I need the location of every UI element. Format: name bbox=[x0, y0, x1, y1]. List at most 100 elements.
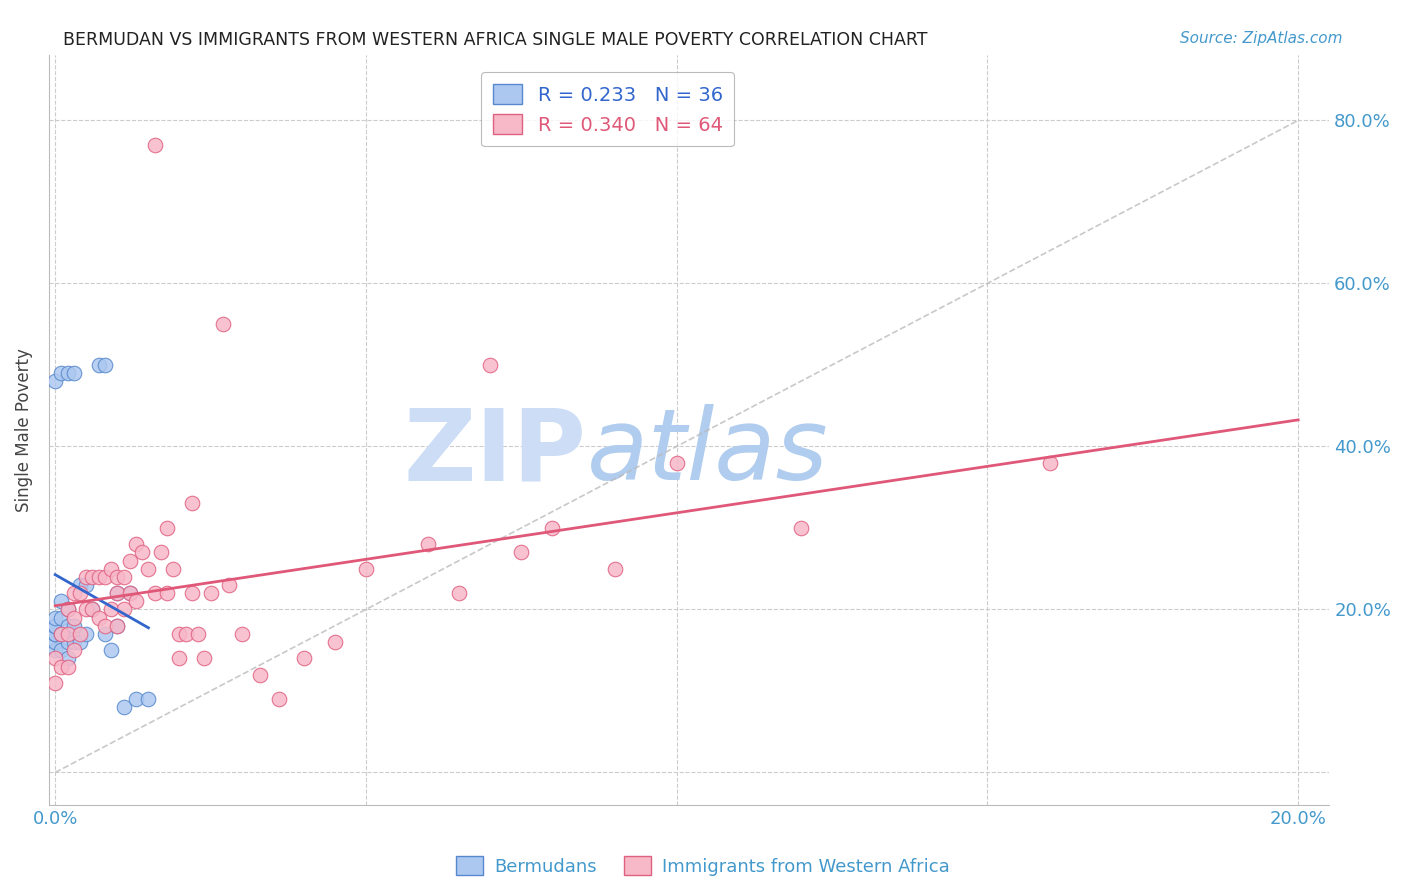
Point bbox=[82, 602, 104, 616]
Point bbox=[354, 562, 377, 576]
Point bbox=[149, 545, 172, 559]
Point bbox=[267, 692, 290, 706]
Point bbox=[75, 578, 97, 592]
Point bbox=[118, 586, 141, 600]
Point bbox=[138, 692, 160, 706]
Point bbox=[51, 366, 73, 380]
Point bbox=[603, 562, 626, 576]
Point bbox=[75, 627, 97, 641]
Point bbox=[665, 456, 688, 470]
Point bbox=[56, 651, 79, 665]
Legend: R = 0.233   N = 36, R = 0.340   N = 64: R = 0.233 N = 36, R = 0.340 N = 64 bbox=[481, 72, 734, 146]
Point bbox=[169, 627, 191, 641]
Point bbox=[63, 586, 86, 600]
Point bbox=[51, 594, 73, 608]
Point bbox=[44, 643, 66, 657]
Point bbox=[118, 553, 141, 567]
Point bbox=[63, 610, 86, 624]
Point bbox=[56, 627, 79, 641]
Point bbox=[112, 700, 135, 714]
Point bbox=[510, 545, 533, 559]
Point bbox=[82, 602, 104, 616]
Point bbox=[56, 602, 79, 616]
Text: BERMUDAN VS IMMIGRANTS FROM WESTERN AFRICA SINGLE MALE POVERTY CORRELATION CHART: BERMUDAN VS IMMIGRANTS FROM WESTERN AFRI… bbox=[63, 31, 928, 49]
Point bbox=[100, 602, 122, 616]
Y-axis label: Single Male Poverty: Single Male Poverty bbox=[15, 348, 32, 512]
Point bbox=[51, 643, 73, 657]
Point bbox=[218, 578, 240, 592]
Point bbox=[63, 635, 86, 649]
Point bbox=[69, 635, 91, 649]
Point bbox=[323, 635, 346, 649]
Text: atlas: atlas bbox=[586, 404, 828, 501]
Point bbox=[156, 521, 179, 535]
Point bbox=[479, 358, 502, 372]
Point bbox=[112, 570, 135, 584]
Point bbox=[105, 619, 128, 633]
Point bbox=[63, 619, 86, 633]
Point bbox=[790, 521, 813, 535]
Point bbox=[94, 570, 117, 584]
Point bbox=[87, 358, 110, 372]
Text: Source: ZipAtlas.com: Source: ZipAtlas.com bbox=[1180, 31, 1343, 46]
Point bbox=[162, 562, 184, 576]
Point bbox=[416, 537, 439, 551]
Point bbox=[56, 659, 79, 673]
Point bbox=[69, 586, 91, 600]
Point bbox=[82, 570, 104, 584]
Point bbox=[44, 610, 66, 624]
Point bbox=[94, 358, 117, 372]
Point bbox=[105, 619, 128, 633]
Point bbox=[143, 137, 166, 152]
Point bbox=[56, 366, 79, 380]
Point bbox=[44, 619, 66, 633]
Point bbox=[193, 651, 215, 665]
Point bbox=[44, 651, 66, 665]
Point bbox=[1039, 456, 1062, 470]
Point bbox=[187, 627, 209, 641]
Point bbox=[56, 602, 79, 616]
Point bbox=[69, 578, 91, 592]
Point bbox=[63, 366, 86, 380]
Legend: Bermudans, Immigrants from Western Africa: Bermudans, Immigrants from Western Afric… bbox=[449, 849, 957, 883]
Point bbox=[180, 496, 202, 510]
Point bbox=[69, 627, 91, 641]
Point bbox=[105, 586, 128, 600]
Point bbox=[63, 643, 86, 657]
Point bbox=[249, 667, 271, 681]
Point bbox=[100, 643, 122, 657]
Point bbox=[105, 586, 128, 600]
Point bbox=[449, 586, 471, 600]
Point bbox=[44, 374, 66, 388]
Point bbox=[131, 545, 153, 559]
Text: ZIP: ZIP bbox=[404, 404, 586, 501]
Point bbox=[112, 602, 135, 616]
Point bbox=[292, 651, 315, 665]
Point bbox=[169, 651, 191, 665]
Point bbox=[231, 627, 253, 641]
Point bbox=[156, 586, 179, 600]
Point bbox=[125, 594, 148, 608]
Point bbox=[75, 602, 97, 616]
Point bbox=[56, 619, 79, 633]
Point bbox=[105, 570, 128, 584]
Point bbox=[212, 317, 235, 331]
Point bbox=[118, 586, 141, 600]
Point bbox=[94, 627, 117, 641]
Point bbox=[44, 619, 66, 633]
Point bbox=[180, 586, 202, 600]
Point bbox=[51, 627, 73, 641]
Point bbox=[200, 586, 222, 600]
Point bbox=[51, 610, 73, 624]
Point bbox=[44, 635, 66, 649]
Point bbox=[44, 675, 66, 690]
Point bbox=[100, 562, 122, 576]
Point bbox=[56, 635, 79, 649]
Point bbox=[138, 562, 160, 576]
Point bbox=[44, 627, 66, 641]
Point bbox=[125, 537, 148, 551]
Point bbox=[125, 692, 148, 706]
Point bbox=[541, 521, 564, 535]
Point bbox=[87, 570, 110, 584]
Point bbox=[94, 619, 117, 633]
